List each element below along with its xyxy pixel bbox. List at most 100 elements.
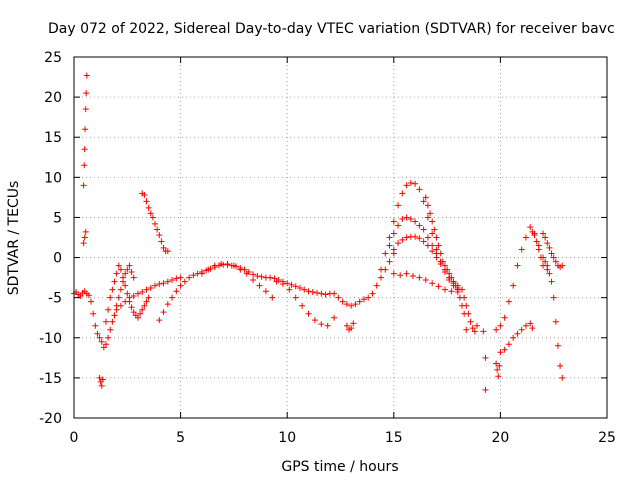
data-point	[403, 234, 410, 241]
data-point	[309, 289, 316, 296]
data-point	[141, 191, 148, 198]
data-point	[164, 278, 171, 285]
data-point	[124, 290, 131, 297]
y-tick-label: -10	[39, 331, 62, 347]
data-point	[546, 244, 553, 251]
data-point	[527, 320, 534, 327]
data-point	[156, 281, 163, 288]
series-s22	[497, 320, 536, 356]
data-point	[271, 275, 278, 282]
data-point	[386, 234, 393, 241]
data-point	[156, 317, 163, 324]
series-s20	[493, 360, 503, 380]
data-point	[390, 230, 397, 237]
data-point	[258, 273, 265, 280]
data-point	[111, 278, 118, 285]
data-point	[518, 326, 525, 333]
data-point	[544, 262, 551, 269]
data-point	[96, 334, 103, 341]
data-point	[160, 244, 167, 251]
x-tick-label: 5	[176, 430, 185, 446]
data-point	[390, 218, 397, 225]
series-s4	[96, 374, 106, 389]
data-point	[399, 236, 406, 243]
data-point	[399, 190, 406, 197]
data-point	[439, 258, 446, 265]
data-point	[559, 262, 566, 269]
data-point	[386, 242, 393, 249]
data-point	[331, 314, 338, 321]
data-point	[243, 270, 250, 277]
data-point	[471, 328, 478, 335]
data-point	[145, 204, 152, 211]
data-point	[510, 334, 517, 341]
data-point	[83, 90, 90, 97]
data-point	[81, 234, 88, 241]
data-point	[429, 230, 436, 237]
data-point	[169, 294, 176, 301]
data-point	[514, 330, 521, 337]
data-point	[107, 294, 114, 301]
data-point	[77, 293, 84, 300]
data-point	[403, 214, 410, 221]
data-point	[497, 322, 504, 329]
data-point	[124, 266, 131, 273]
data-point	[403, 270, 410, 277]
y-tick-label: 5	[53, 210, 62, 226]
data-point	[407, 216, 414, 223]
data-point	[559, 374, 566, 381]
data-point	[424, 202, 431, 209]
y-tick-label: 0	[53, 251, 62, 267]
data-point	[395, 222, 402, 229]
data-point	[548, 278, 555, 285]
data-point	[139, 289, 146, 296]
data-point	[83, 72, 90, 79]
data-point	[322, 291, 329, 298]
data-point	[495, 373, 502, 380]
data-point	[424, 214, 431, 221]
data-point	[420, 226, 427, 233]
data-point	[529, 228, 536, 235]
data-point	[122, 282, 129, 289]
data-point	[496, 362, 503, 369]
data-point	[311, 317, 318, 324]
y-tick-label: -5	[48, 291, 62, 307]
data-point	[395, 240, 402, 247]
data-point	[378, 274, 385, 281]
data-point	[522, 234, 529, 241]
data-point	[435, 242, 442, 249]
data-point	[514, 262, 521, 269]
series-s5	[102, 262, 152, 325]
data-point	[409, 273, 416, 280]
data-point	[269, 294, 276, 301]
data-point	[318, 321, 325, 328]
data-point	[113, 270, 120, 277]
data-point	[152, 220, 159, 227]
data-point	[99, 376, 106, 383]
data-point	[463, 326, 470, 333]
data-point	[164, 248, 171, 255]
data-point	[100, 344, 107, 351]
data-point	[433, 234, 440, 241]
data-point	[147, 285, 154, 292]
y-tick-label: 20	[44, 90, 62, 106]
series-s2	[80, 72, 90, 189]
data-point	[542, 234, 549, 241]
data-point	[448, 274, 455, 281]
chart-title: Day 072 of 2022, Sidereal Day-to-day VTE…	[48, 21, 615, 37]
series-s7	[139, 190, 171, 255]
data-point	[177, 274, 184, 281]
data-point	[469, 325, 476, 332]
y-tick-label: -20	[39, 411, 62, 427]
data-point	[544, 240, 551, 247]
data-point	[81, 162, 88, 169]
data-point	[141, 302, 148, 309]
series-s6	[113, 262, 137, 309]
data-point	[505, 341, 512, 348]
data-point	[145, 294, 152, 301]
data-point	[147, 210, 154, 217]
data-point	[429, 280, 436, 287]
data-marks	[71, 72, 566, 393]
data-point	[550, 254, 557, 261]
